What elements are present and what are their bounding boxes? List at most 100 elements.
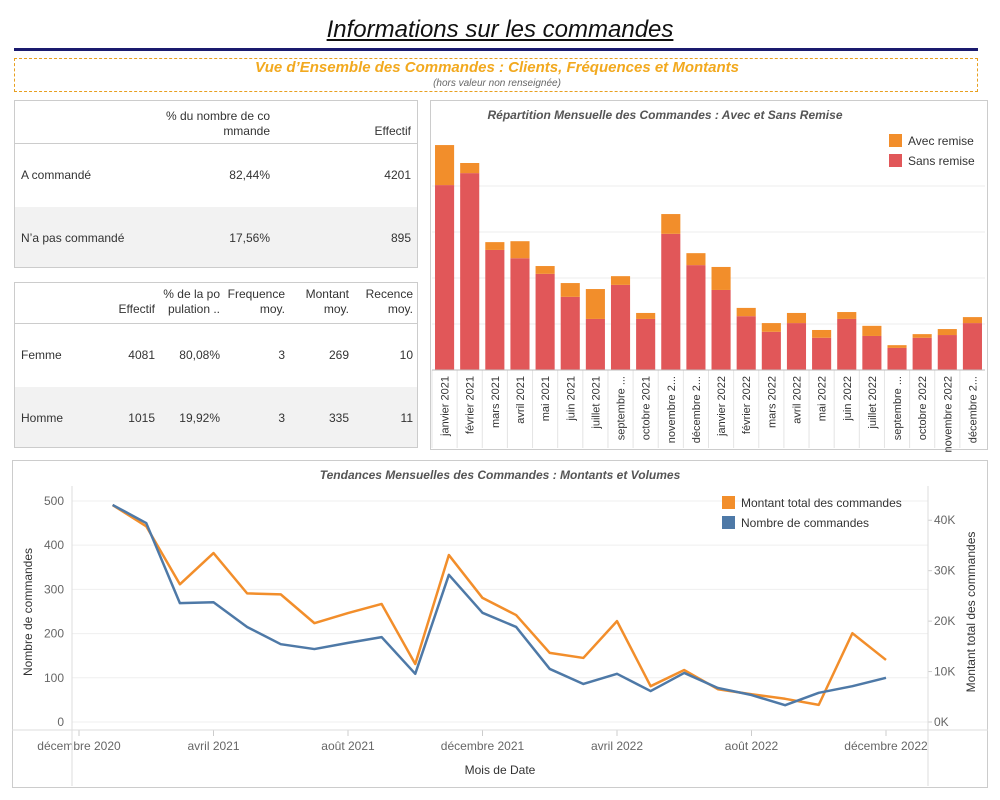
legend-swatch [889,154,902,167]
cell-value: 11 [400,410,413,425]
x-tick-label: février 2022 [741,376,753,434]
cell-value: 269 [328,347,349,362]
bar-segment [962,323,982,370]
cell-value: 82,44% [229,167,270,182]
legend-label: Nombre de commandes [741,516,869,530]
x-tick-label: mars 2021 [490,376,502,428]
bar-segment [711,266,731,290]
bar-segment [686,265,706,370]
legend-label: Montant total des commandes [741,496,902,510]
column-header: Effectif [374,124,411,138]
y2-axis-title: Montant total des commandes [964,532,978,693]
cell-value: 3 [278,347,285,362]
y2-tick-label: 0K [934,715,949,729]
bar-segment [786,323,807,370]
bar-segment [661,214,681,234]
cell-value: 1015 [128,410,155,425]
x-tick-label: janvier 2022 [716,376,728,437]
y-tick-label: 300 [44,582,64,596]
bar-segment [736,316,756,370]
x-tick-label: août 2022 [725,739,779,753]
x-tick-label: juin 2022 [842,376,854,422]
bar-segment [761,331,781,370]
x-axis-title: Mois de Date [465,763,536,777]
cell-value: 19,92% [179,410,220,425]
legend-swatch [722,496,735,509]
bar-segment [435,145,455,186]
y-tick-label: 400 [44,538,64,552]
row-label: A commandé [21,167,92,182]
y-axis-title: Nombre de commandes [21,548,35,676]
x-tick-label: décembre 2021 [441,739,525,753]
column-header: Effectif [118,302,155,316]
page-title: Informations sur les commandes [326,16,674,43]
cell-value: 17,56% [229,230,270,245]
bar-segment [510,241,530,259]
x-tick-label: janvier 2021 [440,376,452,437]
table: Effectif % de la population .. Frequence m… [14,282,418,448]
bar-segment [736,307,756,317]
cell-value: 335 [328,410,349,425]
cell-value: 80,08% [179,347,220,362]
bar-segment [610,276,631,285]
cell-value: 4081 [128,347,155,362]
bar-segment [585,289,605,319]
bar-segment [510,258,530,370]
column-header: % de la population .. [163,287,220,316]
title-rule [14,48,978,51]
bar-segment [912,337,932,370]
x-tick-label: juin 2021 [565,376,577,422]
bar-segment [786,312,807,324]
x-tick-label: mars 2022 [766,376,778,428]
bar-segment [862,325,882,336]
y2-tick-label: 20K [934,614,955,628]
bar-segment [837,318,857,370]
legend-swatch [722,516,735,529]
y2-tick-label: 10K [934,665,955,679]
bar-segment [610,284,631,370]
y-tick-label: 500 [44,494,64,508]
y-tick-label: 100 [44,671,64,685]
legend-swatch [889,134,902,147]
x-tick-label: avril 2022 [791,376,803,424]
panel [430,100,988,450]
legend-label: Avec remise [908,134,974,148]
bar-segment [636,312,656,319]
bar-segment [937,329,957,336]
row-band [15,387,417,447]
bar-segment [485,249,505,370]
bar-segment [661,233,681,370]
bar-segment [887,345,907,348]
cell-value: 4201 [384,167,411,182]
line-series [112,503,887,707]
chart-title: Répartition Mensuelle des Commandes : Av… [487,108,842,122]
y-tick-label: 0 [57,715,64,729]
x-tick-label: septembre ... [616,376,628,440]
bar-segment [962,317,982,324]
x-tick-label: avril 2021 [515,376,527,424]
x-tick-label: octobre 2021 [641,376,653,440]
x-tick-label: décembre 2022 [844,739,928,753]
x-tick-label: mai 2022 [817,376,829,421]
bar-segment [560,283,580,297]
x-tick-label: décembre 2020 [37,739,121,753]
row-label: Homme [21,410,64,425]
bar-segment [585,318,605,370]
column-header: Recence moy. [365,287,413,316]
bar-segment [837,312,857,319]
cell-value: 10 [399,347,413,362]
row-band [15,207,417,267]
table: % du nombre de commande Effectif A command… [14,100,418,268]
cell-value: 895 [390,230,411,245]
x-tick-label: décembre 2... [967,376,979,443]
bar-segment [812,337,832,370]
header-rule [15,323,417,324]
y-tick-label: 200 [44,627,64,641]
bar-segment [560,296,580,370]
bar-segment [535,266,555,274]
legend-label: Sans remise [908,154,975,168]
bar-segment [686,253,706,266]
header-rule [15,143,417,144]
